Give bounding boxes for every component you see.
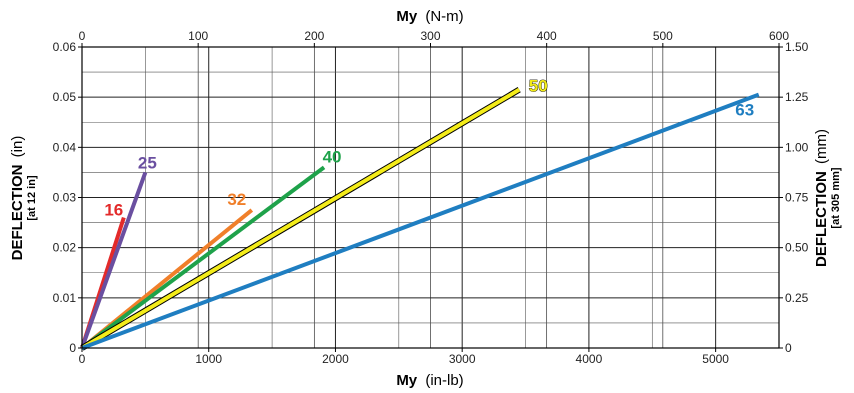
series-label-16: 16 <box>104 201 123 220</box>
x-bottom-tick-label: 1000 <box>195 352 222 366</box>
x-top-axis-title: My (N-m) <box>396 8 463 25</box>
x-top-tick-label: 0 <box>79 29 86 43</box>
series-line-50 <box>80 87 521 350</box>
series-label-25: 25 <box>138 153 157 172</box>
y-right-tick-label: 0.50 <box>785 241 809 255</box>
series-label-63: 63 <box>735 101 754 120</box>
y-left-tick-label: 0.05 <box>53 90 77 104</box>
series-lines <box>80 87 760 351</box>
y-left-tick-label: 0.01 <box>53 291 77 305</box>
y-right-tick-label: 0.75 <box>785 191 809 205</box>
series-line-40 <box>80 165 326 350</box>
y-right-tick-label: 0 <box>785 341 792 355</box>
y-right-tick-label: 1.50 <box>785 40 809 54</box>
series-label-32: 32 <box>227 190 246 209</box>
y-right-axis-title: DEFLECTION (mm) [at 305 mm] <box>813 129 842 267</box>
x-bottom-tick-label: 4000 <box>576 352 603 366</box>
y-left-tick-label: 0.04 <box>53 140 77 154</box>
y-right-title: DEFLECTION <box>813 171 830 267</box>
y-right-tick-label: 0.25 <box>785 291 809 305</box>
x-top-tick-label: 500 <box>653 29 673 43</box>
x-top-unit: (N-m) <box>425 8 463 25</box>
x-top-tick-label: 300 <box>420 29 440 43</box>
y-right-tick-label: 1.25 <box>785 90 809 104</box>
plot-border <box>81 46 780 349</box>
x-top-title: My <box>396 8 417 25</box>
y-left-axis-title: DEFLECTION (in) [at 12 in] <box>9 136 38 261</box>
x-top-tick-label: 400 <box>537 29 557 43</box>
y-left-tick-label: 0.03 <box>53 191 77 205</box>
x-top-tick-label: 100 <box>188 29 208 43</box>
grid-lines <box>82 47 779 348</box>
svg-text:DEFLECTION (mm): DEFLECTION (mm) <box>813 129 830 267</box>
y-left-tick-label: 0 <box>69 341 76 355</box>
x-bottom-tick-label: 3000 <box>449 352 476 366</box>
x-bottom-tick-label: 0 <box>79 352 86 366</box>
series-line-25 <box>80 171 148 349</box>
x-bottom-tick-label: 2000 <box>322 352 349 366</box>
x-top-tick-label: 600 <box>769 29 789 43</box>
series-labels: 16 25 32 40 50 63 <box>104 76 754 220</box>
x-bottom-unit: (in-lb) <box>425 372 463 389</box>
y-left-title: DEFLECTION <box>9 165 26 261</box>
y-left-tick-label: 0.06 <box>53 40 77 54</box>
x-top-tick-label: 200 <box>304 29 324 43</box>
x-bottom-axis-title: My (in-lb) <box>396 372 463 389</box>
series-label-40: 40 <box>323 147 342 166</box>
y-right-unit: (mm) <box>813 129 830 164</box>
series-label-50: 50 <box>529 77 548 96</box>
y-left-unit: (in) <box>9 136 26 158</box>
y-left-tick-label: 0.02 <box>53 241 77 255</box>
y-right-subtitle: [at 305 mm] <box>830 167 842 228</box>
y-left-subtitle: [at 12 in] <box>26 175 38 221</box>
x-bottom-title: My <box>396 372 417 389</box>
y-right-tick-label: 1.00 <box>785 140 809 154</box>
x-bottom-tick-label: 5000 <box>702 352 729 366</box>
svg-text:DEFLECTION (in): DEFLECTION (in) <box>9 136 26 261</box>
series-line-63 <box>81 92 760 350</box>
